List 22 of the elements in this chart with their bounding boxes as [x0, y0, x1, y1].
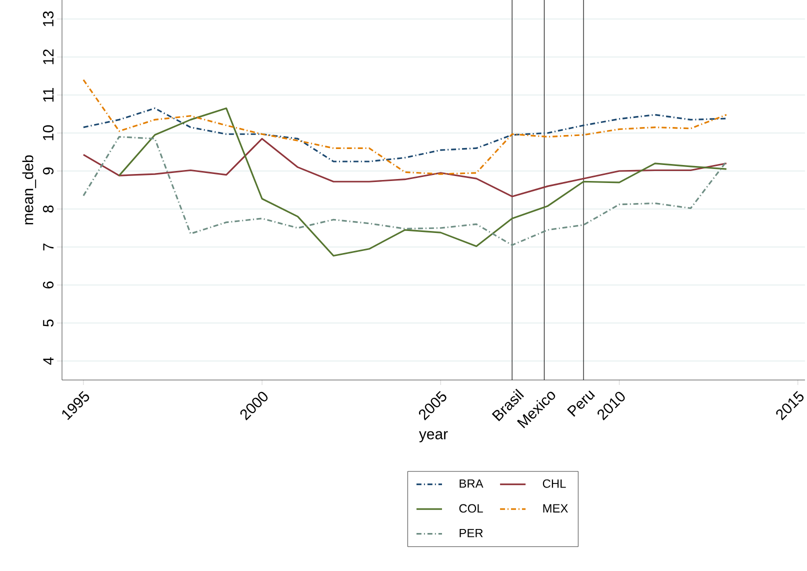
line-series — [82, 78, 728, 175]
line-series — [82, 107, 728, 162]
y-tick-label: 11 — [43, 88, 54, 102]
legend-label: MEX — [543, 504, 568, 512]
y-tick-label: 5 — [43, 319, 54, 327]
x-axis-title: year — [419, 431, 448, 442]
line-series — [82, 136, 728, 246]
y-tick-label: 12 — [43, 49, 54, 64]
y-tick-label: 13 — [42, 11, 54, 26]
legend-label: BRA — [460, 479, 484, 488]
y-tick-label: 7 — [43, 244, 54, 250]
line-series — [118, 107, 728, 257]
y-tick-label: 6 — [42, 282, 54, 288]
y-tick-label: 10 — [42, 125, 54, 140]
line-series — [82, 138, 728, 198]
y-tick-label: 8 — [42, 205, 54, 212]
y-tick-label: 9 — [42, 168, 54, 174]
legend-label: COL — [459, 504, 483, 513]
y-axis-title: mean_deb — [22, 155, 36, 224]
y-tick-label: 4 — [43, 357, 54, 365]
legend-label: CHL — [542, 479, 566, 488]
legend-label: PER — [460, 528, 483, 538]
